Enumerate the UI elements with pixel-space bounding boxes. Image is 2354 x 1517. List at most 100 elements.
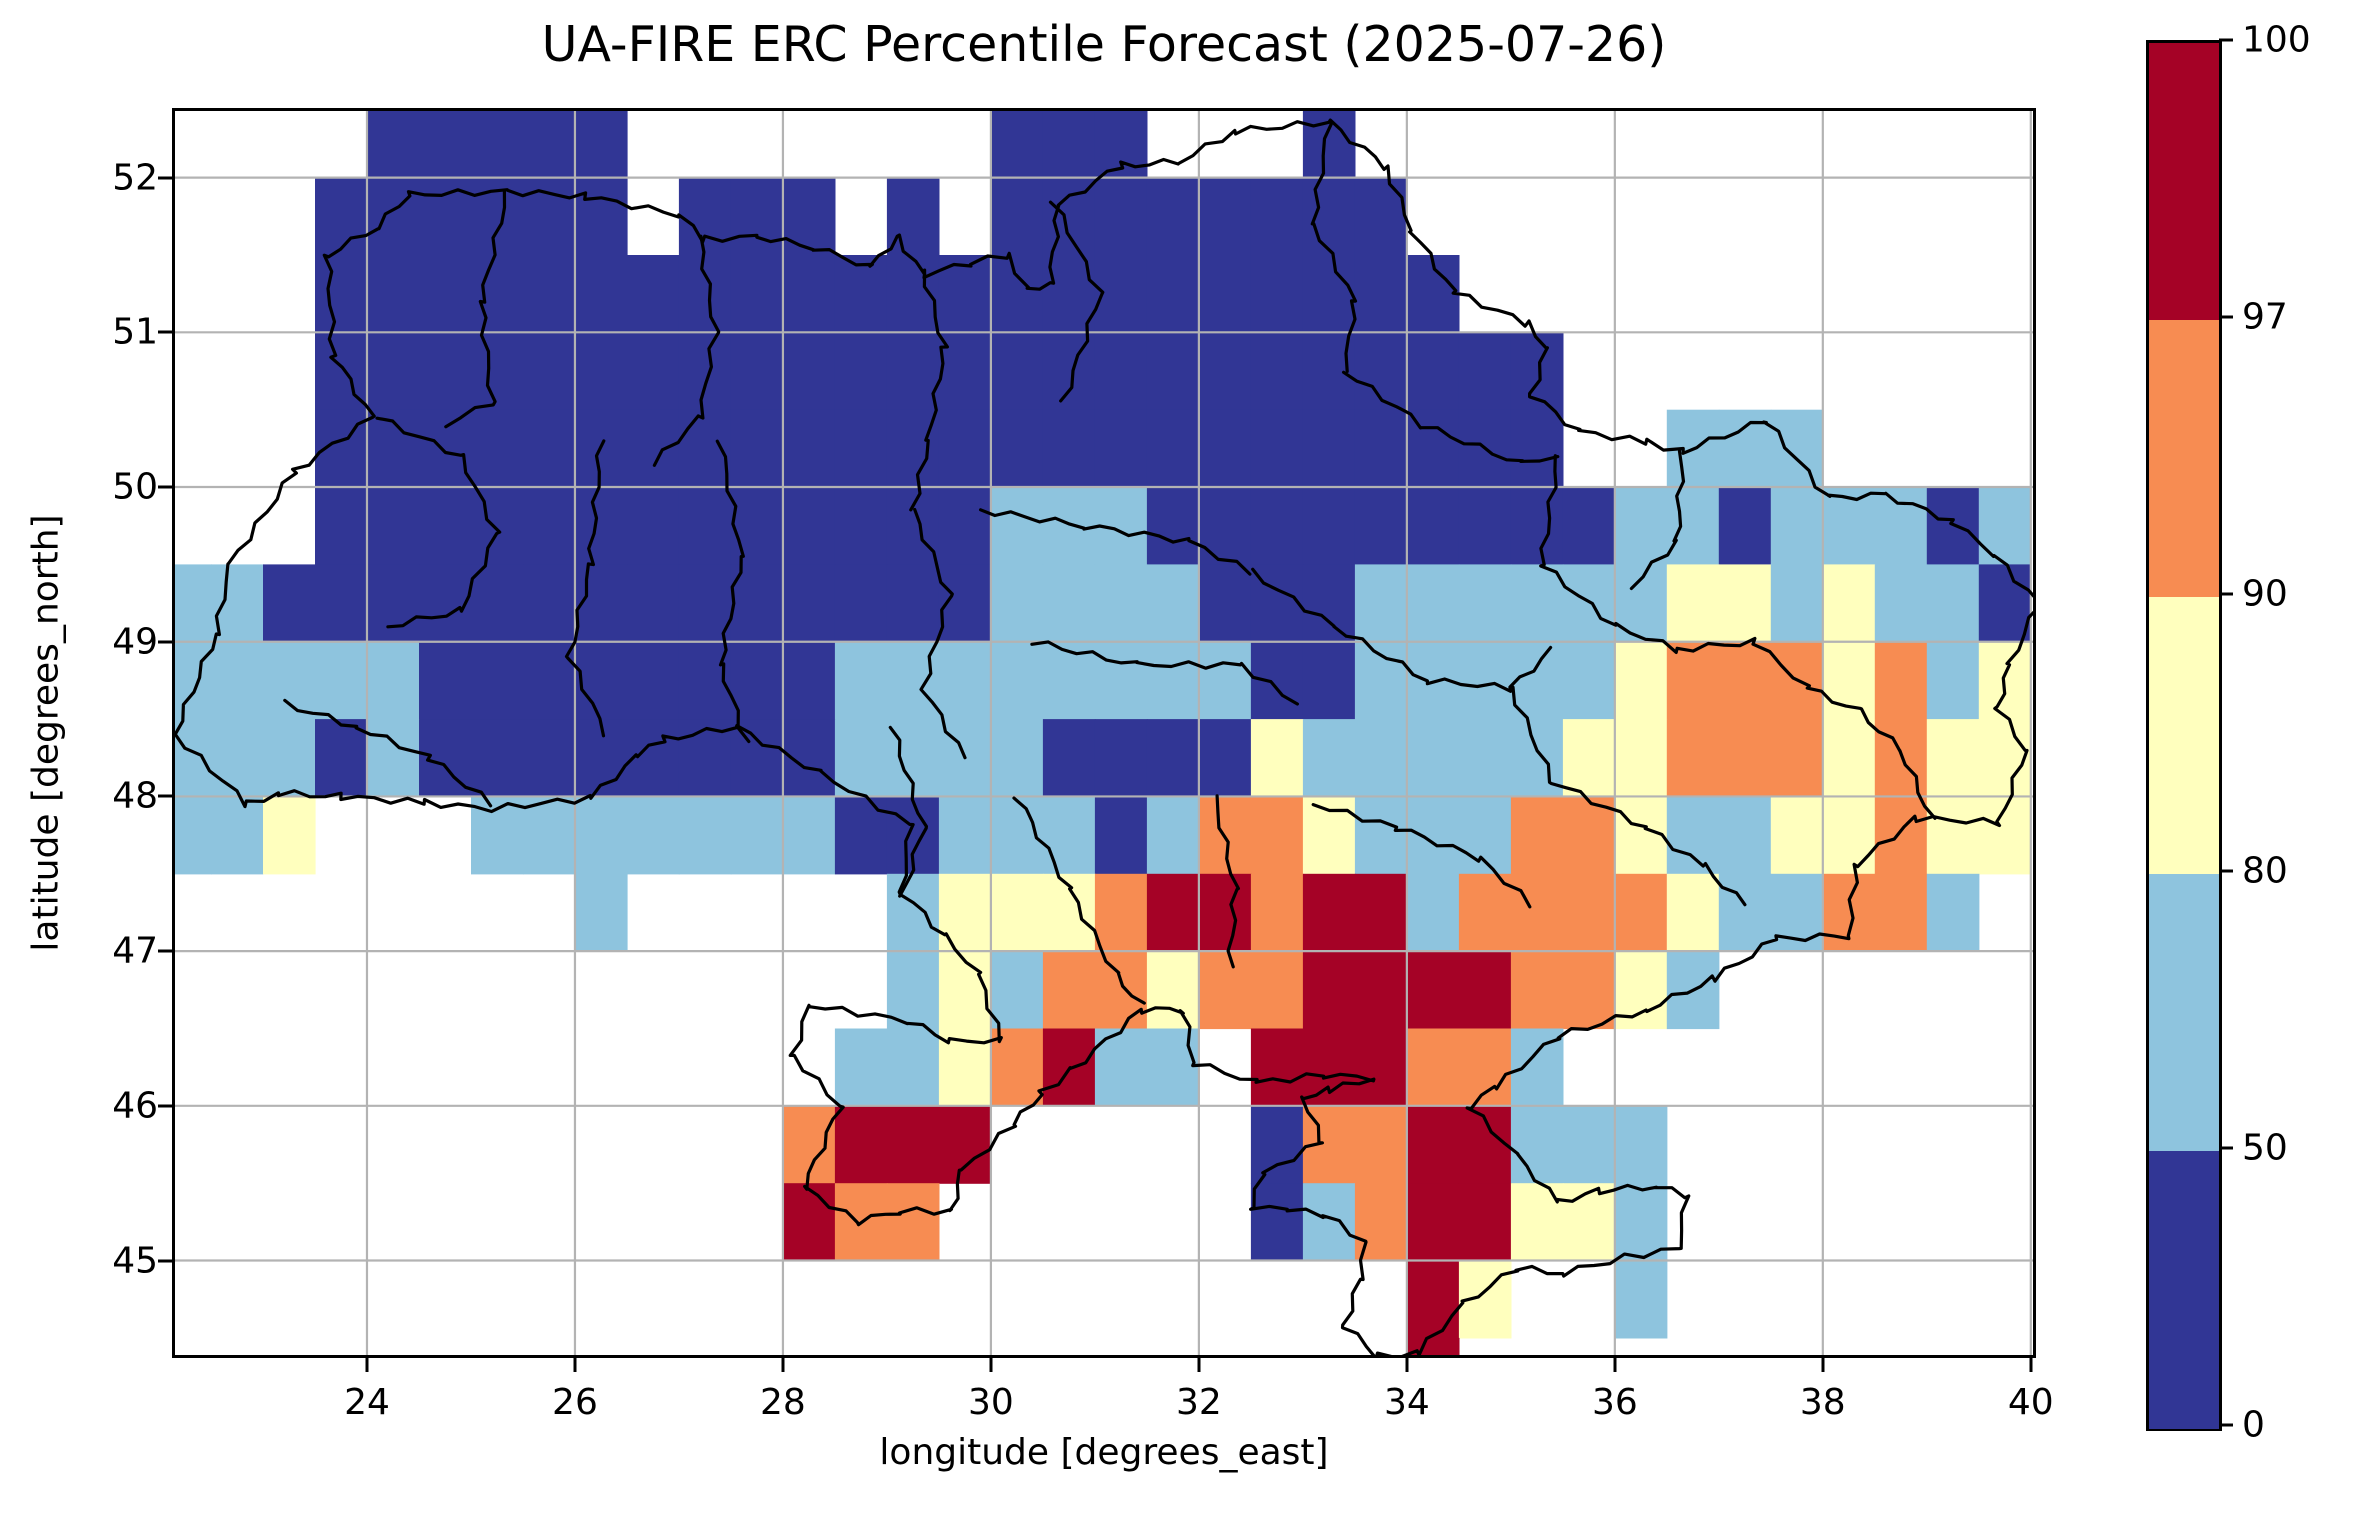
heatmap-cell (419, 564, 472, 643)
heatmap-cell (1614, 1105, 1668, 1184)
heatmap-cell (1770, 487, 1824, 565)
heatmap-cell (575, 177, 628, 256)
heatmap-cell (938, 641, 992, 720)
heatmap-cell (834, 641, 888, 720)
heatmap-cell (523, 796, 576, 875)
heatmap-cell (1406, 951, 1460, 1030)
heatmap-cell (1146, 641, 1200, 720)
heatmap-cell (419, 641, 472, 720)
heatmap-cell (1406, 796, 1460, 875)
heatmap-cell (1302, 641, 1356, 720)
heatmap-cell (1406, 1260, 1460, 1339)
heatmap-cell (523, 719, 576, 798)
heatmap-cell (419, 487, 472, 565)
y-tick-label: 50 (112, 466, 158, 508)
colorbar-tick-label: 97 (2242, 296, 2288, 338)
heatmap-cell (471, 564, 524, 643)
heatmap-cell (938, 873, 992, 952)
heatmap-cell (938, 951, 992, 1030)
heatmap-cell (782, 332, 836, 411)
heatmap-cell (575, 564, 628, 643)
heatmap-cell (1770, 564, 1824, 643)
heatmap-cell (211, 796, 264, 875)
heatmap-cell (315, 487, 368, 565)
heatmap-cell (1822, 796, 1876, 875)
heatmap-cell (1978, 564, 2032, 643)
y-tick-label: 52 (112, 157, 158, 199)
heatmap-cell (367, 719, 420, 798)
map-plot-area[interactable] (172, 108, 2036, 1358)
heatmap-cell (990, 873, 1044, 952)
heatmap-cell (1354, 796, 1408, 875)
x-axis-label: longitude [degrees_east] (879, 1432, 1329, 1473)
heatmap-cell (886, 1028, 940, 1107)
x-tick-label: 32 (1175, 1382, 1222, 1423)
heatmap-cell (1458, 564, 1512, 643)
heatmap-cell (1250, 1028, 1304, 1107)
heatmap-cell (834, 796, 888, 875)
heatmap-cell (1198, 873, 1252, 952)
heatmap-cell (1718, 487, 1772, 565)
heatmap-cell (1406, 332, 1460, 411)
heatmap-cell (1042, 796, 1096, 875)
heatmap-cell (1510, 641, 1564, 720)
heatmap-cell (678, 177, 732, 256)
heatmap-cell (1406, 1028, 1460, 1107)
heatmap-cell (1146, 487, 1200, 565)
heatmap-cell (315, 719, 368, 798)
heatmap-cell (367, 177, 420, 256)
heatmap-cell (1198, 487, 1252, 565)
y-tick-label: 45 (112, 1240, 158, 1282)
boundary-line (715, 439, 751, 744)
heatmap-cell (1822, 564, 1876, 643)
heatmap-cell (1146, 409, 1200, 488)
heatmap-cell (678, 487, 732, 565)
heatmap-cell (886, 487, 940, 565)
heatmap-cell (471, 719, 524, 798)
heatmap-cell (1354, 873, 1408, 952)
heatmap-cell (730, 409, 784, 488)
heatmap-cell (1250, 951, 1304, 1030)
heatmap-cell (1354, 564, 1408, 643)
heatmap-cell (990, 255, 1044, 333)
boundary-line (173, 118, 2036, 1358)
boundary-line (979, 508, 1252, 576)
heatmap-cell (678, 409, 732, 488)
heatmap-cell (1666, 796, 1720, 875)
heatmap-cell (367, 255, 420, 333)
boundary-line (283, 698, 493, 808)
heatmap-cell (730, 255, 784, 333)
x-tick-label: 34 (1383, 1382, 1430, 1423)
heatmap-cell (782, 1183, 836, 1262)
heatmap-cell (1146, 951, 1200, 1030)
heatmap-cell (1250, 487, 1304, 565)
heatmap-cell (1718, 796, 1772, 875)
colorbar-tick-mark (2219, 38, 2233, 42)
colorbar-segment (2149, 320, 2219, 598)
heatmap-cell (1354, 487, 1408, 565)
heatmap-cell (1146, 873, 1200, 952)
heatmap-cell (1510, 951, 1564, 1030)
colorbar-tick-label: 80 (2242, 850, 2288, 892)
heatmap-cell (1198, 719, 1252, 798)
heatmap-cell (1718, 641, 1772, 720)
heatmap-cell (1458, 1183, 1512, 1262)
heatmap-cell (1770, 409, 1824, 488)
heatmap-cell (1562, 951, 1616, 1030)
heatmap-cell (1302, 255, 1356, 333)
heatmap-cell (1822, 719, 1876, 798)
heatmap-cell (1666, 873, 1720, 952)
boundary-line (1311, 803, 1532, 909)
heatmap-cell (211, 641, 264, 720)
x-tick-mark (989, 1358, 993, 1372)
heatmap-cell (1198, 332, 1252, 411)
heatmap-cell (1042, 332, 1096, 411)
heatmap-cell (1614, 487, 1668, 565)
boundary-line (444, 189, 507, 429)
heatmap-cell (1874, 641, 1928, 720)
colorbar-segment (2149, 1151, 2219, 1429)
heatmap-cell (1510, 873, 1564, 952)
y-tick-mark (158, 640, 172, 644)
heatmap-cell (1094, 332, 1148, 411)
heatmap-cell (1302, 1028, 1356, 1107)
